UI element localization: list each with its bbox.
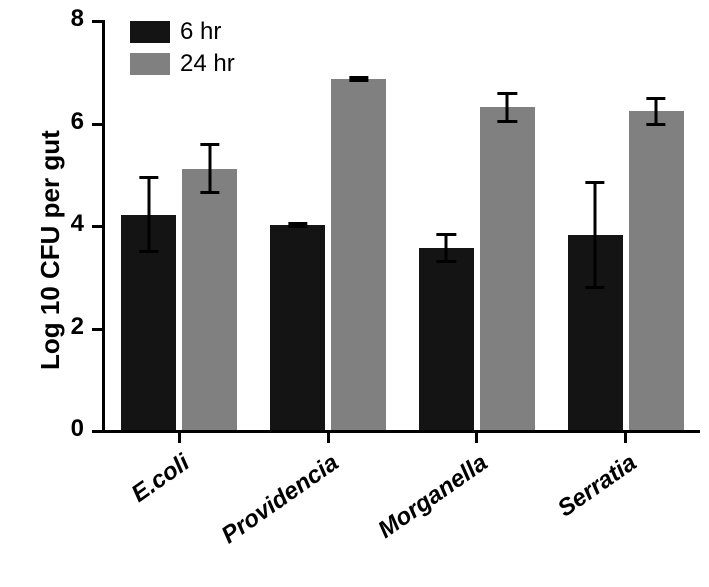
legend-item: 6 hr — [130, 18, 235, 46]
legend: 6 hr 24 hr — [130, 18, 235, 82]
x-tick — [178, 433, 181, 443]
y-tick-label: 0 — [0, 415, 84, 443]
y-tick-label: 8 — [0, 5, 84, 33]
legend-label: 6 hr — [180, 18, 221, 46]
legend-label: 24 hr — [180, 50, 235, 78]
bar — [629, 111, 684, 430]
x-tick — [327, 433, 330, 443]
bar — [331, 79, 386, 430]
bar — [568, 235, 623, 430]
bar — [270, 225, 325, 430]
bar — [121, 215, 176, 430]
y-tick — [92, 328, 102, 331]
legend-swatch — [130, 53, 170, 75]
bar — [182, 169, 237, 430]
x-tick — [624, 433, 627, 443]
x-tick — [475, 433, 478, 443]
y-tick — [92, 430, 102, 433]
cfu-bar-chart: 02468Log 10 CFU per gutE.coliProvidencia… — [0, 0, 709, 576]
y-tick — [92, 225, 102, 228]
y-axis-label: Log 10 CFU per gut — [35, 130, 66, 370]
y-tick — [92, 20, 102, 23]
legend-item: 24 hr — [130, 50, 235, 78]
bar — [480, 107, 535, 430]
legend-swatch — [130, 21, 170, 43]
x-axis — [102, 430, 700, 433]
y-axis — [102, 20, 105, 433]
bar — [419, 248, 474, 430]
y-tick — [92, 123, 102, 126]
